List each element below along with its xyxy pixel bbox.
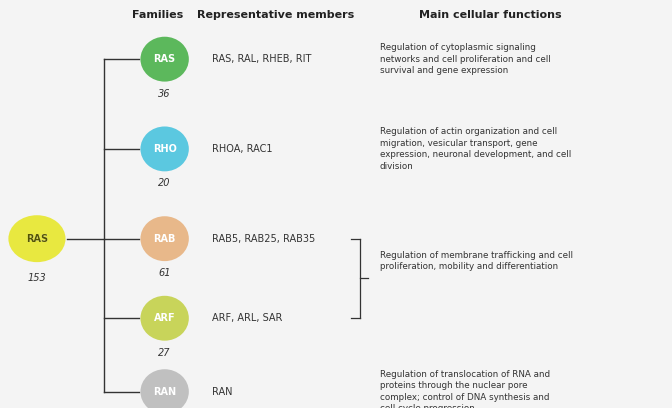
Text: 20: 20 <box>159 178 171 188</box>
Text: Families: Families <box>132 10 183 20</box>
Ellipse shape <box>140 126 189 171</box>
Text: RHO: RHO <box>153 144 177 154</box>
Text: 27: 27 <box>159 348 171 358</box>
Text: Main cellular functions: Main cellular functions <box>419 10 562 20</box>
Text: RAS: RAS <box>154 54 175 64</box>
Text: RAB: RAB <box>153 234 176 244</box>
Text: Regulation of membrane trafficking and cell
proliferation, mobility and differen: Regulation of membrane trafficking and c… <box>380 251 573 271</box>
Ellipse shape <box>140 37 189 82</box>
Text: Regulation of cytoplasmic signaling
networks and cell proliferation and cell
sur: Regulation of cytoplasmic signaling netw… <box>380 43 550 75</box>
Ellipse shape <box>140 296 189 341</box>
Ellipse shape <box>140 216 189 261</box>
Text: 153: 153 <box>28 273 46 284</box>
Text: RAN: RAN <box>153 387 176 397</box>
Text: Representative members: Representative members <box>197 10 354 20</box>
Text: Regulation of actin organization and cell
migration, vesicular transport, gene
e: Regulation of actin organization and cel… <box>380 127 571 171</box>
Text: 36: 36 <box>159 89 171 99</box>
Text: RHOA, RAC1: RHOA, RAC1 <box>212 144 272 154</box>
Ellipse shape <box>8 215 66 262</box>
Text: RAS, RAL, RHEB, RIT: RAS, RAL, RHEB, RIT <box>212 54 311 64</box>
Text: RAS: RAS <box>26 234 48 244</box>
Text: ARF, ARL, SAR: ARF, ARL, SAR <box>212 313 282 323</box>
Text: ARF: ARF <box>154 313 175 323</box>
Text: Regulation of translocation of RNA and
proteins through the nuclear pore
complex: Regulation of translocation of RNA and p… <box>380 370 550 408</box>
Text: RAN: RAN <box>212 387 233 397</box>
Ellipse shape <box>140 369 189 408</box>
Text: RAB5, RAB25, RAB35: RAB5, RAB25, RAB35 <box>212 234 315 244</box>
Text: RAS: RAS <box>26 234 48 244</box>
Text: 61: 61 <box>159 268 171 278</box>
